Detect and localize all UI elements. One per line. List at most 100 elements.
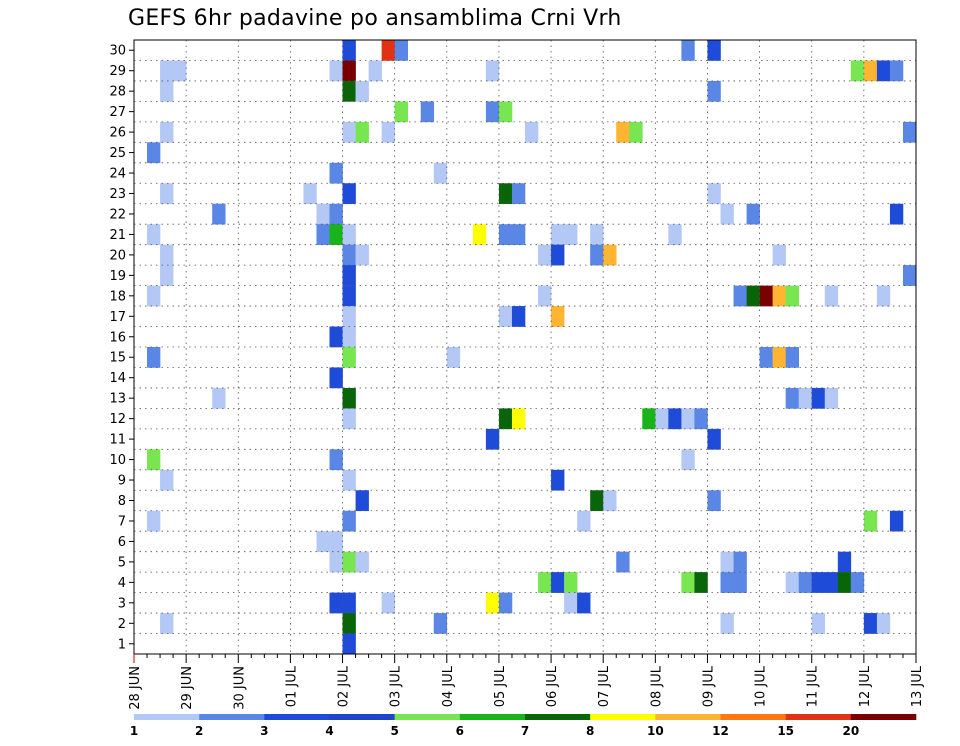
- heatmap-cell: [316, 203, 330, 225]
- heatmap-cell: [538, 244, 552, 266]
- heatmap-cell: [707, 80, 721, 102]
- heatmap-cell: [694, 408, 708, 430]
- colorbar-segment: [525, 714, 591, 720]
- heatmap-cell: [394, 40, 408, 61]
- heatmap-cell: [303, 183, 317, 205]
- heatmap-cell: [876, 613, 891, 634]
- heatmap-cell: [707, 40, 721, 61]
- heatmap-cell: [837, 572, 852, 593]
- heatmap-cell: [355, 551, 369, 573]
- heatmap-cell: [147, 224, 161, 245]
- colorbar-segment: [785, 714, 852, 720]
- heatmap-cell: [902, 265, 917, 286]
- heatmap-cell: [498, 224, 513, 245]
- heatmap-cell: [420, 101, 435, 123]
- y-tick-label: 6: [118, 535, 126, 550]
- heatmap-cell: [329, 592, 343, 614]
- heatmap-cell: [342, 551, 356, 573]
- y-tick-label: 10: [109, 453, 126, 468]
- heatmap-cell: [498, 101, 513, 123]
- colorbar-label: 6: [456, 724, 464, 738]
- heatmap-cell: [342, 265, 356, 286]
- y-tick-label: 30: [109, 44, 126, 59]
- y-tick-label: 27: [109, 105, 126, 120]
- heatmap-cell: [160, 80, 174, 102]
- y-tick-label: 25: [109, 146, 126, 161]
- heatmap-cell: [772, 244, 786, 266]
- heatmap-cell: [342, 592, 356, 614]
- heatmap-cell: [707, 183, 721, 205]
- x-tick-label: 09 JUL: [701, 665, 716, 707]
- heatmap-cell: [342, 613, 356, 634]
- heatmap-cell: [173, 60, 187, 82]
- heatmap-cell: [446, 347, 461, 368]
- heatmap-cell: [577, 510, 591, 532]
- heatmap-cell: [381, 592, 395, 614]
- colorbar-segment: [850, 714, 917, 720]
- heatmap-cell: [694, 572, 708, 593]
- colorbar: 1 2 3 4 5 6 7 8 10 12 15 20: [130, 714, 917, 738]
- heatmap-cell: [902, 121, 917, 143]
- heatmap-cell: [668, 224, 682, 245]
- colorbar-label: 15: [777, 724, 794, 738]
- heatmap-cell: [863, 60, 878, 82]
- heatmap-cell: [577, 592, 591, 614]
- heatmap-cell: [863, 510, 878, 532]
- heatmap-cell: [342, 224, 356, 245]
- y-tick-label: 3: [118, 596, 126, 611]
- heatmap-cell: [329, 367, 343, 389]
- x-tick-label: 11 JUL: [806, 665, 821, 707]
- x-tick-label: 29 JUN: [180, 666, 195, 710]
- grid-layer: [134, 40, 916, 654]
- heatmap-cell: [498, 592, 513, 614]
- heatmap-cell: [485, 60, 500, 82]
- heatmap-cell: [681, 40, 695, 61]
- y-tick-label: 18: [109, 289, 126, 304]
- heatmap-cell: [681, 449, 695, 471]
- colorbar-segment: [264, 714, 330, 720]
- heatmap-cell: [160, 183, 174, 205]
- heatmap-cell: [720, 613, 734, 634]
- heatmap-cell: [889, 510, 904, 532]
- colorbar-label: 20: [842, 724, 859, 738]
- heatmap-cell: [720, 572, 734, 593]
- heatmap-cell: [876, 60, 891, 82]
- colorbar-segment: [590, 714, 656, 720]
- y-tick-label: 26: [109, 126, 126, 141]
- heatmap-cell: [772, 347, 786, 368]
- colorbar-segment: [459, 714, 526, 720]
- heatmap-cell: [850, 60, 865, 82]
- heatmap-cell: [707, 428, 721, 450]
- heatmap-cell: [342, 408, 356, 430]
- heatmap-cell: [785, 285, 799, 307]
- x-tick-label: 03 JUL: [389, 665, 404, 707]
- y-tick-label: 15: [109, 351, 126, 366]
- colorbar-segment: [720, 714, 786, 720]
- heatmap-cell: [342, 326, 356, 348]
- heatmap-cell: [329, 203, 343, 225]
- heatmap-cell: [811, 613, 826, 634]
- heatmap-cell: [147, 347, 161, 368]
- colorbar-label: 3: [260, 724, 268, 738]
- colorbar-segment: [329, 714, 395, 720]
- colorbar-segment: [394, 714, 461, 720]
- y-tick-label: 17: [109, 310, 126, 325]
- heatmap-cell: [603, 490, 617, 512]
- heatmap-cell: [381, 40, 395, 61]
- heatmap-cell: [160, 60, 174, 82]
- colorbar-label: 10: [647, 724, 664, 738]
- heatmap-cell: [342, 121, 356, 143]
- heatmap-cell: [681, 408, 695, 430]
- heatmap-cell: [511, 224, 526, 245]
- y-tick-label: 22: [109, 207, 126, 222]
- heatmap-cell: [212, 387, 226, 409]
- heatmap-cell: [355, 121, 369, 143]
- y-tick-label: 8: [118, 494, 126, 509]
- x-tick-label: 02 JUL: [337, 665, 352, 707]
- heatmap-cell: [629, 121, 643, 143]
- heatmap-cell: [720, 551, 734, 573]
- y-tick-label: 2: [118, 617, 126, 632]
- heatmap-cell: [785, 572, 799, 593]
